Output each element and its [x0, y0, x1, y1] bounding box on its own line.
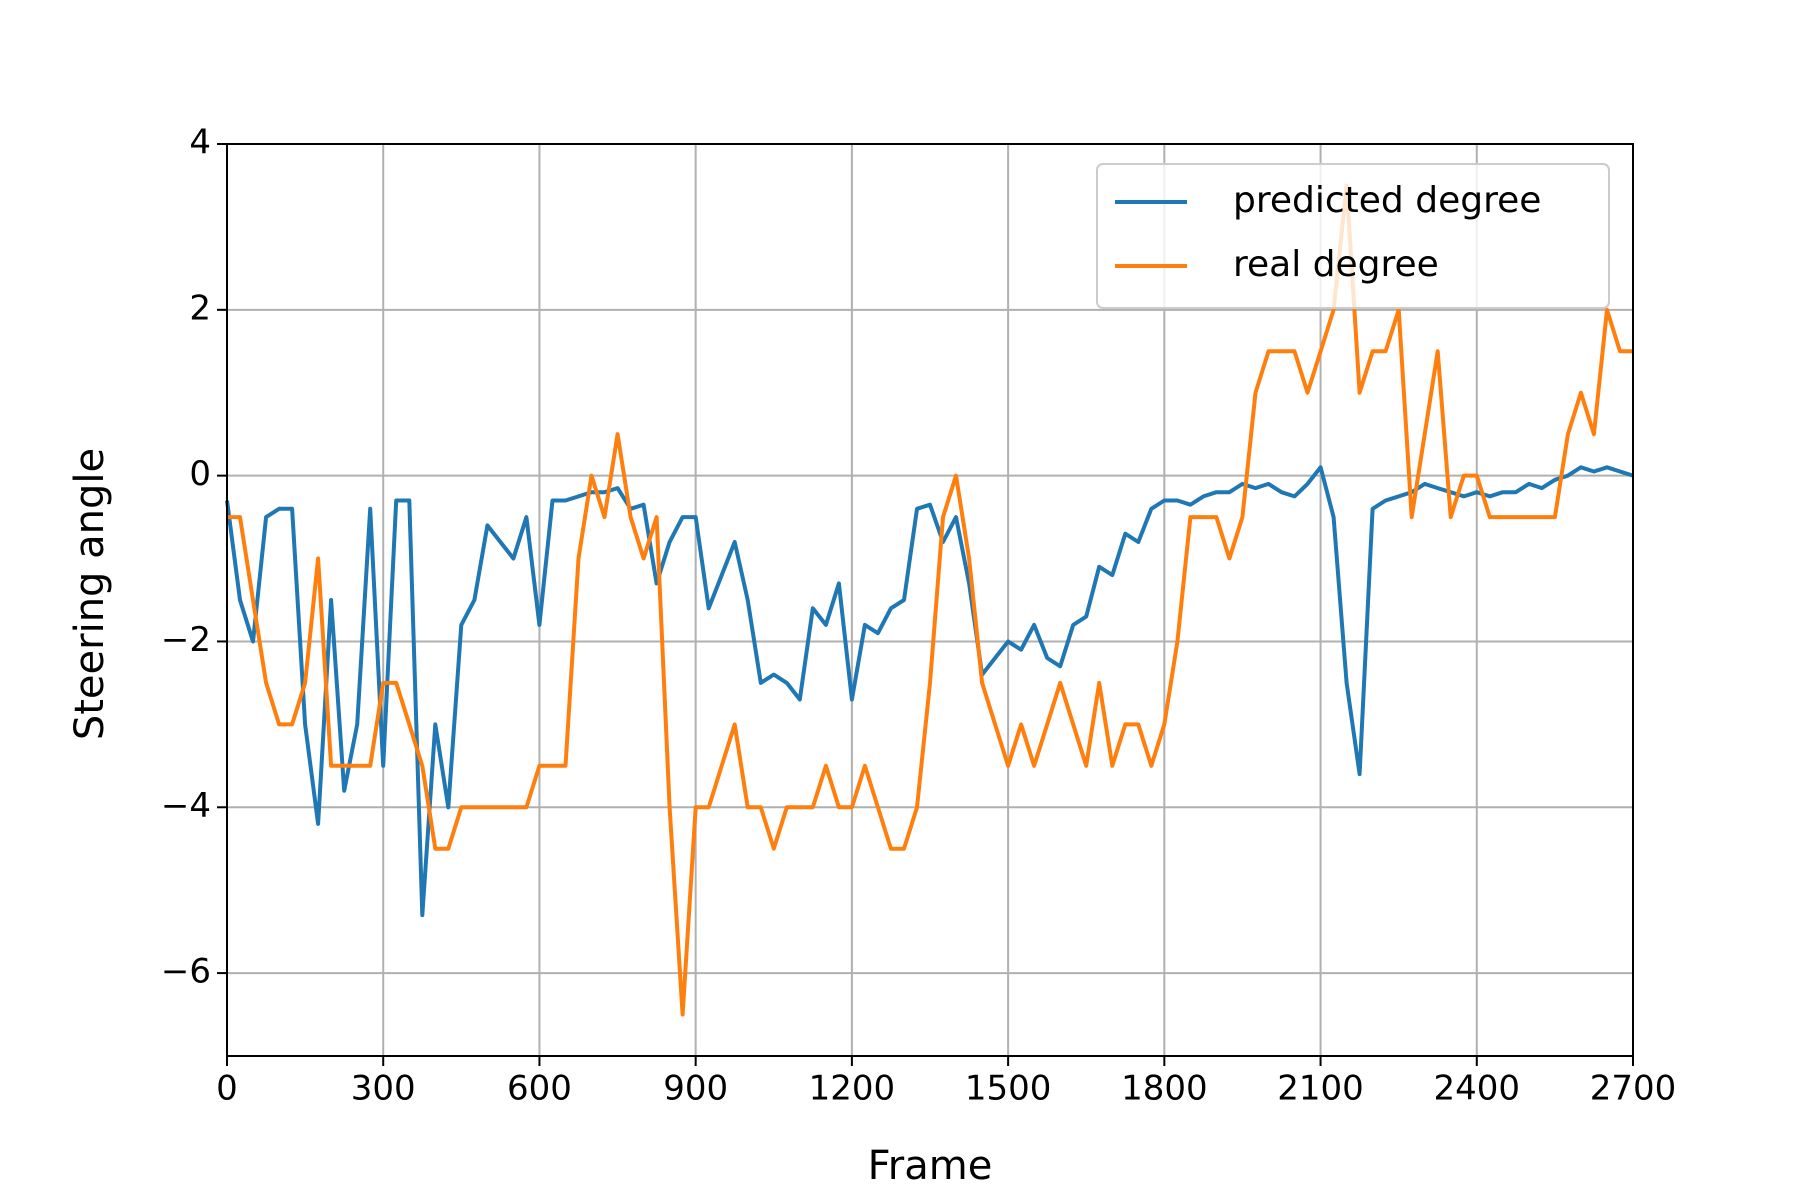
- y-tick-label: −2: [161, 620, 211, 660]
- x-tick-label: 2400: [1434, 1069, 1521, 1109]
- legend: predicted degree real degree: [1096, 163, 1610, 309]
- data-line: [227, 183, 1633, 1017]
- x-tick-label: 900: [663, 1069, 728, 1109]
- x-tick-label: 2100: [1277, 1069, 1364, 1109]
- x-tick-label: 0: [216, 1069, 238, 1109]
- y-tick-label: 2: [189, 288, 211, 328]
- legend-label: real degree: [1233, 244, 1439, 285]
- x-tick-label: 300: [351, 1069, 416, 1109]
- legend-label: predicted degree: [1233, 180, 1541, 221]
- x-tick-label: 1500: [965, 1069, 1052, 1109]
- x-axis-label: Frame: [868, 1143, 993, 1189]
- y-axis-label: Steering angle: [67, 448, 113, 740]
- plot-frame: [226, 143, 1634, 1057]
- y-tick-label: 4: [189, 123, 211, 163]
- y-tick-label: 0: [189, 454, 211, 494]
- y-tick-label: −4: [161, 786, 211, 826]
- legend-box: [1096, 163, 1610, 309]
- y-tick-label: −6: [161, 952, 211, 992]
- x-tick-label: 600: [507, 1069, 572, 1109]
- x-tick-label: 1800: [1121, 1069, 1208, 1109]
- data-line: [225, 465, 1634, 918]
- x-tick-label: 2700: [1590, 1069, 1677, 1109]
- x-tick-label: 1200: [809, 1069, 896, 1109]
